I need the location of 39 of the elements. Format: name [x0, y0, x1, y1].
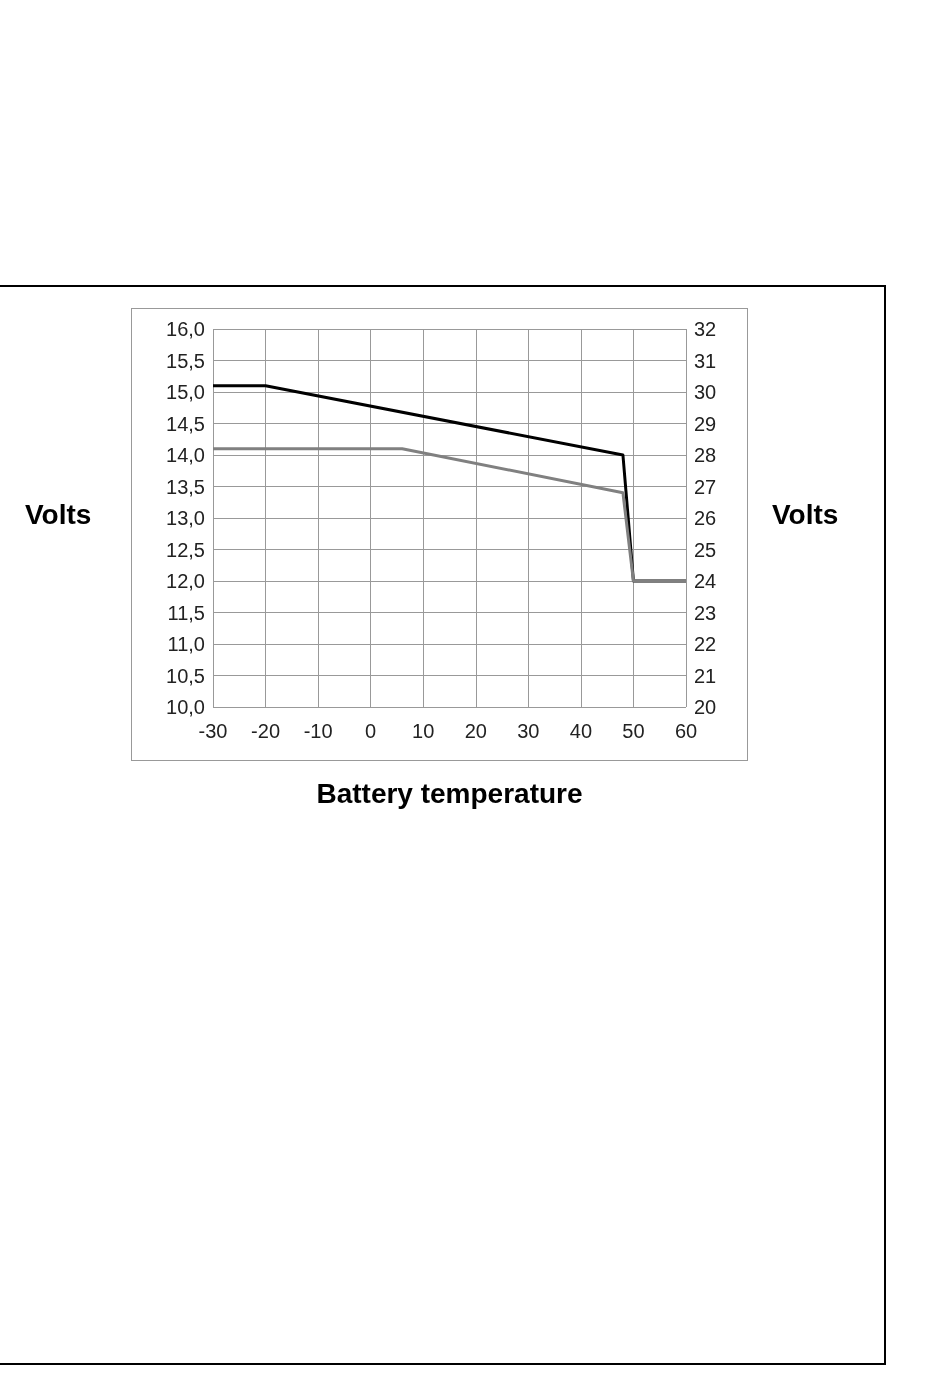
y2-axis-title: Volts: [772, 498, 839, 530]
y2-tick-label: 29: [694, 412, 717, 435]
y-tick-label: 12,5: [166, 538, 205, 561]
y-tick-label: 11,0: [167, 633, 205, 655]
y2-tick-label: 31: [694, 349, 717, 372]
x-tick-label: 30: [517, 720, 540, 742]
y2-tick-label: 25: [694, 538, 717, 561]
y2-tick-label: 27: [694, 475, 717, 498]
x-tick-label: 50: [622, 720, 645, 742]
y-axis-title: Volts: [25, 498, 92, 530]
y-tick-label: 15,0: [166, 381, 205, 403]
y2-tick-label: 23: [694, 601, 717, 624]
y2-tick-label: 32: [694, 318, 717, 340]
x-tick-label: 10: [412, 720, 435, 742]
y2-tick-label: 30: [694, 381, 717, 403]
y-tick-label: 10,0: [166, 696, 205, 718]
y2-tick-label: 24: [694, 570, 717, 592]
x-tick-label: -30: [198, 720, 228, 742]
y2-tick-label: 22: [694, 633, 717, 655]
x-tick-label: 0: [365, 720, 377, 742]
y-tick-label: 16,0: [166, 318, 205, 340]
x-tick-label: -20: [251, 720, 281, 742]
y-tick-label: 11,5: [167, 601, 205, 624]
y-tick-label: 14,5: [166, 412, 205, 435]
x-axis-title: Battery temperature: [316, 777, 583, 809]
x-tick-label: 20: [464, 720, 487, 742]
y-tick-label: 13,5: [166, 475, 205, 498]
x-tick-label: -10: [303, 720, 333, 742]
y-tick-label: 13,0: [166, 507, 205, 529]
y-tick-label: 10,5: [166, 664, 205, 687]
y2-tick-label: 26: [694, 507, 717, 529]
y-tick-label: 15,5: [166, 349, 205, 372]
y-tick-label: 14,0: [166, 444, 205, 466]
y2-tick-label: 20: [694, 696, 717, 718]
y2-tick-label: 28: [694, 444, 717, 466]
x-tick-label: 60: [674, 720, 698, 742]
x-tick-label: 40: [569, 720, 593, 742]
y2-tick-label: 21: [694, 664, 717, 687]
y-tick-label: 12,0: [166, 570, 205, 592]
